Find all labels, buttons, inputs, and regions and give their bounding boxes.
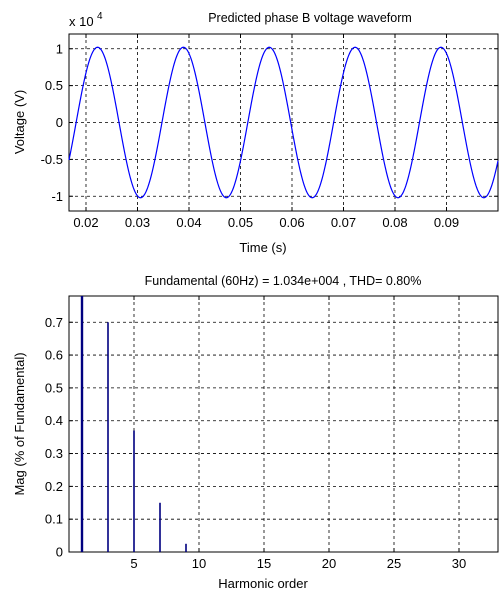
- waveform-multiplier-base: x 10: [69, 14, 94, 29]
- harmonic-ticks: 5 10 15 20 25 30 0 0.1 0.2 0.3 0.4 0.5 0.6 0.7: [45, 296, 498, 571]
- harmonic-xtick-label: 25: [387, 556, 401, 571]
- waveform-xtick-label: 0.07: [331, 215, 356, 230]
- harmonic-xtick-label: 10: [192, 556, 206, 571]
- waveform-title: Predicted phase B voltage waveform: [208, 11, 412, 25]
- waveform-plot-area: [68, 33, 499, 212]
- waveform-multiplier-exponent: 4: [97, 11, 103, 22]
- harmonic-xtick-label: 30: [452, 556, 466, 571]
- waveform-ylabel: Voltage (V): [12, 90, 27, 154]
- harmonic-xtick-label: 5: [130, 556, 137, 571]
- waveform-ytick-label: -1: [51, 189, 63, 204]
- harmonic-ytick-label: 0.5: [45, 380, 63, 395]
- waveform-ticks: 0.02 0.03 0.04 0.05 0.06 0.07 0.08 0.09 -1 -0.5 0 0…: [41, 34, 498, 230]
- harmonic-bar: [107, 322, 109, 552]
- waveform-panel: 0.02 0.03 0.04 0.05 0.06 0.07 0.08 0.09 -1 -0.5 0 0…: [12, 11, 499, 255]
- waveform-ytick-label: 0.5: [45, 78, 63, 93]
- waveform-ytick-label: 1: [56, 41, 63, 56]
- waveform-series: [68, 46, 499, 199]
- waveform-line: [68, 46, 499, 199]
- harmonic-xtick-label: 15: [257, 556, 271, 571]
- harmonic-ytick-label: 0: [56, 545, 63, 560]
- harmonic-ytick-label: 0.7: [45, 315, 63, 330]
- harmonic-bar: [80, 296, 84, 552]
- harmonic-bar: [159, 502, 161, 552]
- harmonic-ytick-label: 0.3: [45, 446, 63, 461]
- harmonic-bar: [133, 430, 135, 552]
- harmonic-bar: [185, 543, 187, 552]
- waveform-xtick-label: 0.03: [125, 215, 150, 230]
- waveform-xtick-label: 0.02: [73, 215, 98, 230]
- harmonic-panel: 5 10 15 20 25 30 0 0.1 0.2 0.3 0.4 0.5 0.6 0.7 Fundam…: [12, 274, 499, 591]
- waveform-ytick-label: -0.5: [41, 152, 63, 167]
- harmonic-xtick-label: 20: [322, 556, 336, 571]
- waveform-xtick-label: 0.04: [176, 215, 201, 230]
- harmonic-ylabel: Mag (% of Fundamental): [12, 352, 27, 495]
- harmonic-title: Fundamental (60Hz) = 1.034e+004 , THD= 0…: [145, 274, 422, 288]
- harmonic-bars: [80, 296, 187, 552]
- harmonic-plot-area: [68, 295, 499, 553]
- harmonic-ytick-label: 0.1: [45, 512, 63, 527]
- waveform-xlabel: Time (s): [239, 240, 286, 255]
- waveform-xtick-label: 0.08: [382, 215, 407, 230]
- harmonic-ytick-label: 0.2: [45, 479, 63, 494]
- waveform-xtick-label: 0.09: [434, 215, 459, 230]
- harmonic-xlabel: Harmonic order: [218, 576, 308, 591]
- harmonic-ytick-label: 0.6: [45, 348, 63, 363]
- harmonic-ytick-label: 0.4: [45, 413, 63, 428]
- waveform-xtick-label: 0.06: [279, 215, 304, 230]
- waveform-ytick-label: 0: [56, 115, 63, 130]
- harmonic-grid: [69, 296, 498, 553]
- waveform-xtick-label: 0.05: [228, 215, 253, 230]
